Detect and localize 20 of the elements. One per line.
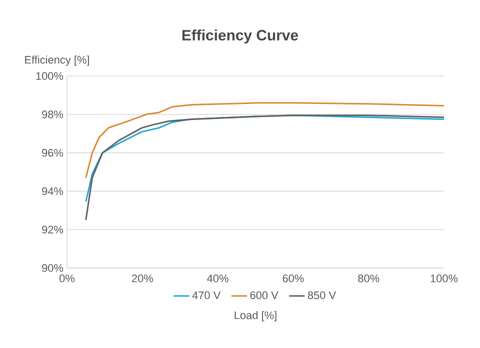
x-tick-label: 100% [430, 274, 458, 282]
x-tick-label: 60% [282, 274, 304, 282]
line-series [85, 102, 444, 179]
x-tick-label: 80% [358, 274, 380, 282]
y-tick-label: 90% [42, 264, 64, 272]
y-axis-title: Efficiency [%] [25, 56, 89, 66]
legend-label: 600 V [250, 291, 278, 300]
legend-label: 850 V [308, 291, 336, 300]
x-tick-label: 20% [132, 274, 153, 282]
chart-title: Efficiency Curve [182, 30, 298, 44]
line-series [85, 114, 444, 221]
y-tick-label: 98% [42, 110, 64, 118]
y-tick-label: 94% [42, 187, 64, 196]
legend-label: 470 V [192, 291, 221, 300]
x-tick-label: 40% [207, 274, 228, 282]
y-tick-label: 92% [42, 226, 64, 234]
x-axis-title: Load [%] [234, 311, 276, 322]
x-tick-label: 0% [60, 274, 75, 282]
y-tick-label: 96% [42, 148, 64, 157]
y-tick-label: 100% [36, 72, 64, 80]
